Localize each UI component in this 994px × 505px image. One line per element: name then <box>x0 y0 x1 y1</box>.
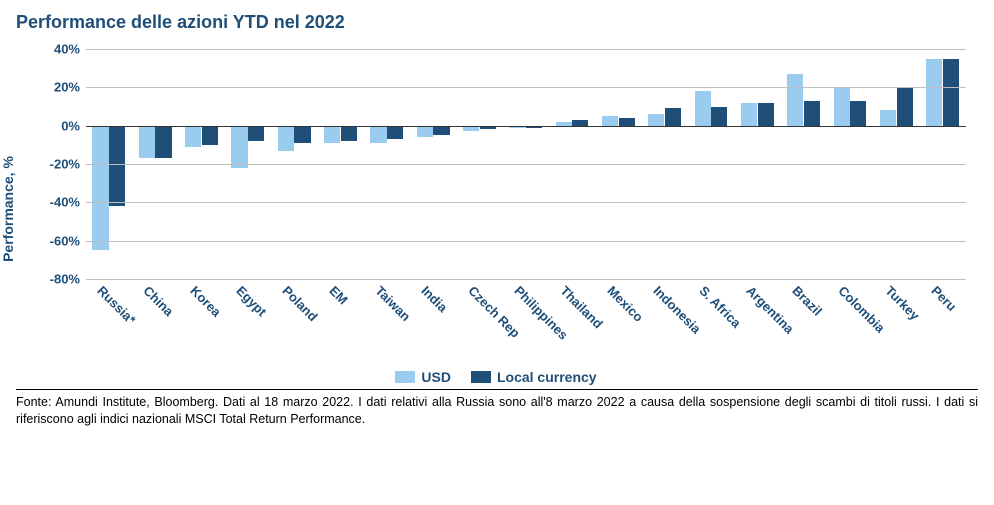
bar <box>804 101 820 126</box>
x-tick-label: EM <box>326 283 350 307</box>
grid-line <box>86 241 966 242</box>
source-footer: Fonte: Amundi Institute, Bloomberg. Dati… <box>16 389 978 428</box>
x-tick-label: Taiwan <box>372 283 413 324</box>
legend-swatch-usd <box>395 371 415 383</box>
x-tick-label: China <box>141 283 177 319</box>
x-tick-label: Thailand <box>558 283 606 331</box>
x-tick-label: Brazil <box>789 283 825 319</box>
bar <box>711 107 727 126</box>
x-tick-label: India <box>419 283 451 315</box>
bar <box>231 126 247 168</box>
bar <box>787 74 803 126</box>
bar <box>417 126 433 138</box>
bar <box>602 116 618 126</box>
bar <box>758 103 774 126</box>
bar <box>850 101 866 126</box>
grid-line <box>86 164 966 165</box>
bar <box>648 114 664 126</box>
bar <box>324 126 340 143</box>
bar <box>619 118 635 126</box>
bar <box>897 87 913 125</box>
bar <box>433 126 449 136</box>
y-tick-label: -40% <box>50 195 86 210</box>
bar <box>665 108 681 125</box>
y-tick-label: 40% <box>54 42 86 57</box>
bar <box>943 59 959 126</box>
zero-line <box>86 126 966 127</box>
bar <box>741 103 757 126</box>
legend: USD Local currency <box>16 369 976 385</box>
x-tick-label: Peru <box>928 283 959 314</box>
x-tick-label: S. Africa <box>697 283 745 331</box>
x-tick-label: Colombia <box>836 283 888 335</box>
bar <box>926 59 942 126</box>
bar <box>387 126 403 139</box>
bar <box>109 126 125 207</box>
x-axis-labels: Russia*China KoreaEgypt PolandEM TaiwanIndi… <box>86 283 966 363</box>
y-axis-label: Performance, % <box>0 156 16 262</box>
bar <box>155 126 171 159</box>
bar <box>341 126 357 141</box>
plot-area: -80%-60%-40%-20%0%20%40% <box>86 49 966 279</box>
x-tick-label: Indonesia <box>650 283 704 337</box>
bar <box>278 126 294 151</box>
chart-container: Performance, % -80%-60%-40%-20%0%20%40% … <box>16 39 976 379</box>
legend-label-local: Local currency <box>497 369 597 385</box>
x-tick-label: Turkey <box>882 283 922 323</box>
legend-item-local: Local currency <box>471 369 597 385</box>
y-tick-label: 0% <box>61 118 86 133</box>
bar <box>370 126 386 143</box>
grid-line <box>86 279 966 280</box>
bar <box>92 126 108 251</box>
bar <box>139 126 155 159</box>
legend-label-usd: USD <box>421 369 451 385</box>
legend-item-usd: USD <box>395 369 451 385</box>
legend-swatch-local <box>471 371 491 383</box>
bar <box>880 110 896 125</box>
grid-line <box>86 87 966 88</box>
y-tick-label: -80% <box>50 272 86 287</box>
x-tick-label: Poland <box>280 283 321 324</box>
x-tick-label: Mexico <box>604 283 646 325</box>
bar <box>294 126 310 143</box>
x-tick-label: Argentina <box>743 283 797 337</box>
chart-title: Performance delle azioni YTD nel 2022 <box>16 12 978 33</box>
bar <box>248 126 264 141</box>
bar <box>202 126 218 145</box>
y-tick-label: -60% <box>50 233 86 248</box>
grid-line <box>86 202 966 203</box>
bar <box>695 91 711 126</box>
bar <box>834 87 850 125</box>
y-tick-label: 20% <box>54 80 86 95</box>
grid-line <box>86 49 966 50</box>
x-tick-label: Korea <box>187 283 224 320</box>
bar <box>185 126 201 147</box>
y-tick-label: -20% <box>50 157 86 172</box>
x-tick-label: Russia* <box>95 283 139 327</box>
x-tick-label: Egypt <box>233 283 269 319</box>
